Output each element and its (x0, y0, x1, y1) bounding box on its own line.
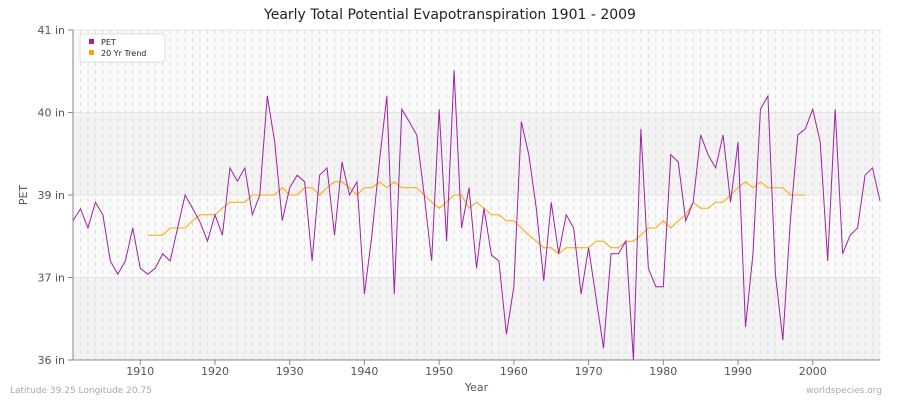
x-tick-label: 2000 (799, 365, 827, 378)
x-tick-label: 1950 (425, 365, 453, 378)
x-tick-label: 1920 (201, 365, 229, 378)
y-tick-label: 41 in (37, 24, 65, 37)
x-tick-label: 1930 (276, 365, 304, 378)
x-tick-label: 1960 (500, 365, 528, 378)
y-tick-label: 36 in (37, 354, 65, 367)
x-tick-label: 1910 (126, 365, 154, 378)
legend-box (79, 33, 166, 63)
series-line-pet (72, 70, 881, 361)
x-axis-label: Year (464, 381, 489, 394)
legend-swatch (89, 50, 94, 55)
footer-location: Latitude 39.25 Longitude 20.75 (10, 386, 152, 396)
legend-label: 20 Yr Trend (101, 49, 146, 58)
x-tick-label: 1970 (575, 365, 603, 378)
y-tick-label: 37 in (37, 272, 65, 285)
legend-label: PET (101, 38, 116, 47)
legend-swatch (89, 39, 94, 44)
footer-site: worldspecies.org (805, 386, 882, 396)
y-tick-label: 39 in (37, 189, 65, 202)
y-tick-label: 40 in (37, 107, 65, 120)
x-tick-label: 1990 (724, 365, 752, 378)
x-tick-label: 1940 (350, 365, 378, 378)
y-axis-label: PET (17, 185, 30, 206)
chart-title: Yearly Total Potential Evapotranspiratio… (264, 7, 636, 23)
x-tick-label: 1980 (649, 365, 677, 378)
series-line-20-yr-trend (147, 181, 806, 255)
